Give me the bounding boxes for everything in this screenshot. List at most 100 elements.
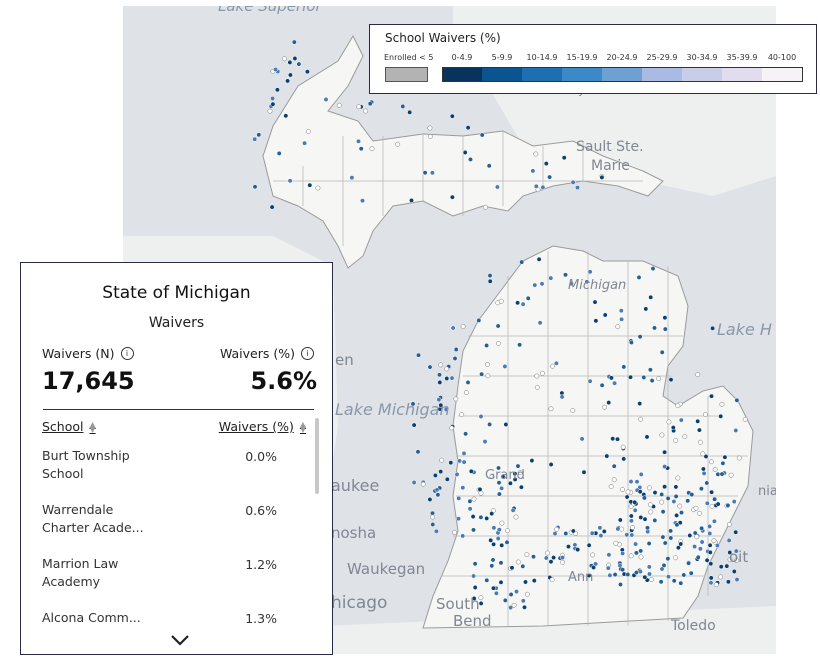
- school-dot[interactable]: [429, 170, 435, 176]
- school-dot[interactable]: [659, 492, 665, 497]
- school-dot[interactable]: [643, 306, 649, 312]
- school-dot[interactable]: [292, 56, 298, 61]
- school-dot[interactable]: [507, 480, 513, 486]
- school-dot[interactable]: [513, 514, 519, 520]
- school-dot[interactable]: [315, 185, 321, 191]
- school-dot[interactable]: [269, 204, 275, 210]
- school-dot[interactable]: [505, 528, 510, 534]
- school-dot[interactable]: [415, 449, 421, 455]
- school-dot[interactable]: [597, 525, 603, 531]
- school-dot[interactable]: [407, 109, 413, 115]
- school-dot[interactable]: [733, 548, 739, 554]
- school-dot[interactable]: [602, 312, 608, 318]
- school-dot[interactable]: [601, 528, 607, 534]
- school-dot[interactable]: [662, 326, 668, 332]
- school-dot[interactable]: [467, 498, 473, 504]
- school-dot[interactable]: [701, 470, 707, 476]
- school-dot[interactable]: [638, 514, 644, 520]
- school-dot[interactable]: [618, 582, 623, 587]
- school-dot[interactable]: [709, 393, 714, 399]
- school-dot[interactable]: [707, 549, 713, 555]
- school-dot[interactable]: [611, 477, 617, 483]
- school-dot[interactable]: [543, 555, 549, 561]
- school-dot[interactable]: [256, 132, 262, 138]
- school-dot[interactable]: [708, 561, 714, 567]
- school-dot[interactable]: [540, 184, 546, 190]
- school-dot[interactable]: [709, 489, 715, 495]
- school-dot[interactable]: [422, 170, 428, 176]
- school-dot[interactable]: [710, 325, 716, 331]
- school-dot[interactable]: [662, 464, 668, 470]
- school-dot[interactable]: [478, 600, 484, 606]
- school-dot[interactable]: [495, 536, 501, 541]
- school-dot[interactable]: [411, 480, 417, 485]
- school-dot[interactable]: [606, 552, 612, 558]
- school-dot[interactable]: [647, 502, 653, 508]
- school-dot[interactable]: [587, 378, 593, 384]
- school-dot[interactable]: [520, 598, 526, 604]
- school-dot[interactable]: [632, 499, 638, 505]
- school-dot[interactable]: [484, 515, 490, 521]
- school-dot[interactable]: [650, 266, 656, 272]
- school-dot[interactable]: [570, 179, 576, 185]
- school-dot[interactable]: [490, 557, 496, 563]
- info-icon[interactable]: i: [301, 347, 314, 360]
- school-dot[interactable]: [718, 564, 724, 570]
- school-dot[interactable]: [620, 444, 626, 450]
- school-dot[interactable]: [478, 595, 484, 601]
- school-dot[interactable]: [494, 184, 500, 190]
- school-dot[interactable]: [602, 404, 607, 410]
- school-dot[interactable]: [270, 96, 276, 101]
- school-dot[interactable]: [678, 580, 684, 586]
- school-dot[interactable]: [498, 560, 504, 566]
- school-dot[interactable]: [619, 316, 625, 322]
- school-dot[interactable]: [420, 481, 426, 487]
- school-dot[interactable]: [460, 324, 466, 329]
- school-dot[interactable]: [637, 334, 643, 340]
- school-dot[interactable]: [647, 367, 653, 373]
- school-dot[interactable]: [713, 582, 719, 588]
- school-dot[interactable]: [727, 521, 732, 527]
- school-dot[interactable]: [621, 364, 627, 370]
- school-dot[interactable]: [561, 155, 567, 161]
- school-dot[interactable]: [618, 308, 624, 314]
- school-dot[interactable]: [599, 382, 605, 388]
- school-dot[interactable]: [698, 486, 704, 492]
- school-dot[interactable]: [678, 541, 684, 547]
- sort-icon[interactable]: ▲ ▼: [89, 419, 96, 434]
- school-dot[interactable]: [302, 140, 308, 146]
- school-dot[interactable]: [674, 512, 680, 518]
- school-dot[interactable]: [395, 141, 401, 147]
- school-dot[interactable]: [647, 571, 652, 577]
- school-dot[interactable]: [608, 484, 614, 489]
- school-dot[interactable]: [695, 418, 701, 424]
- school-dot[interactable]: [613, 540, 619, 546]
- school-dot[interactable]: [668, 535, 674, 541]
- school-dot[interactable]: [671, 499, 677, 504]
- school-dot[interactable]: [586, 542, 592, 548]
- school-dot[interactable]: [727, 557, 733, 563]
- school-dot[interactable]: [718, 413, 724, 419]
- school-dot[interactable]: [510, 507, 516, 513]
- school-dot[interactable]: [725, 579, 731, 585]
- school-dot[interactable]: [648, 294, 654, 300]
- school-dot[interactable]: [620, 550, 626, 556]
- school-dot[interactable]: [305, 129, 311, 134]
- school-dot[interactable]: [570, 408, 576, 413]
- school-dot[interactable]: [498, 298, 504, 304]
- school-dot[interactable]: [508, 605, 514, 611]
- school-dot[interactable]: [438, 469, 444, 475]
- school-dot[interactable]: [520, 563, 526, 569]
- school-dot[interactable]: [427, 497, 433, 502]
- school-dot[interactable]: [697, 510, 702, 516]
- school-dot[interactable]: [460, 485, 466, 491]
- school-dot[interactable]: [648, 577, 654, 583]
- school-dot[interactable]: [456, 495, 462, 501]
- school-dot[interactable]: [547, 174, 553, 180]
- school-dot[interactable]: [514, 589, 519, 595]
- school-dot[interactable]: [736, 455, 742, 461]
- school-dot[interactable]: [478, 414, 484, 419]
- school-dot[interactable]: [444, 376, 450, 381]
- school-dot[interactable]: [487, 421, 493, 427]
- school-dot[interactable]: [479, 132, 485, 138]
